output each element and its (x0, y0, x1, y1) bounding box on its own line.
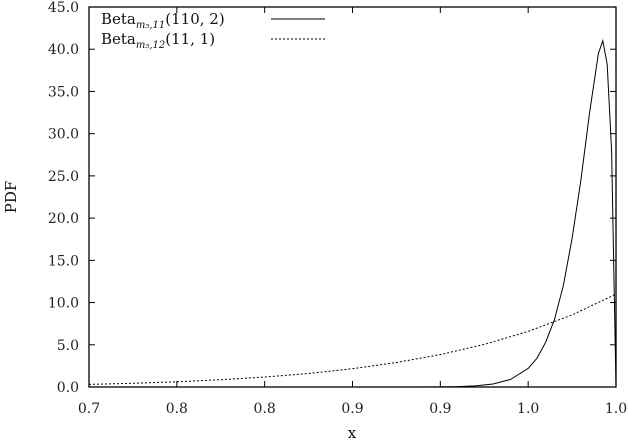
y-tick-label: 0.0 (57, 380, 79, 396)
y-tick-label: 20.0 (48, 211, 79, 227)
x-axis-ticks: 0.7 0.8 0.8 0.9 0.9 1.0 1.0 (78, 7, 627, 417)
series-lines (88, 38, 617, 388)
y-tick-label: 15.0 (48, 253, 79, 269)
y-tick-label: 30.0 (48, 127, 79, 143)
x-tick-label: 1.0 (517, 401, 539, 417)
y-tick-label: 45.0 (48, 0, 79, 16)
y-tick-label: 25.0 (48, 169, 79, 185)
x-tick-label: 0.8 (166, 401, 188, 417)
x-tick-label: 1.0 (605, 401, 627, 417)
x-axis-label: x (348, 424, 357, 442)
legend: Betam₅,11(110, 2)Betam₅,12(11, 1) (101, 10, 325, 51)
plot-frame (88, 6, 617, 388)
x-tick-label: 0.7 (78, 401, 100, 417)
y-tick-label: 10.0 (48, 296, 79, 312)
y-tick-label: 35.0 (48, 84, 79, 100)
legend-label-0: Betam₅,11(110, 2) (101, 10, 225, 31)
x-tick-label: 0.9 (429, 401, 451, 417)
x-tick-label: 0.9 (341, 401, 363, 417)
x-tick-label: 0.8 (254, 401, 276, 417)
series-line-1 (88, 293, 617, 385)
legend-label-1: Betam₅,12(11, 1) (101, 30, 215, 51)
series-line-0 (89, 38, 617, 388)
y-tick-label: 5.0 (57, 338, 79, 354)
y-tick-label: 40.0 (48, 42, 79, 58)
y-axis-ticks: 0.0 5.0 10.0 15.0 20.0 25.0 30.0 35.0 40.0 45.0 (48, 0, 616, 396)
y-axis-label: PDF (2, 181, 20, 214)
